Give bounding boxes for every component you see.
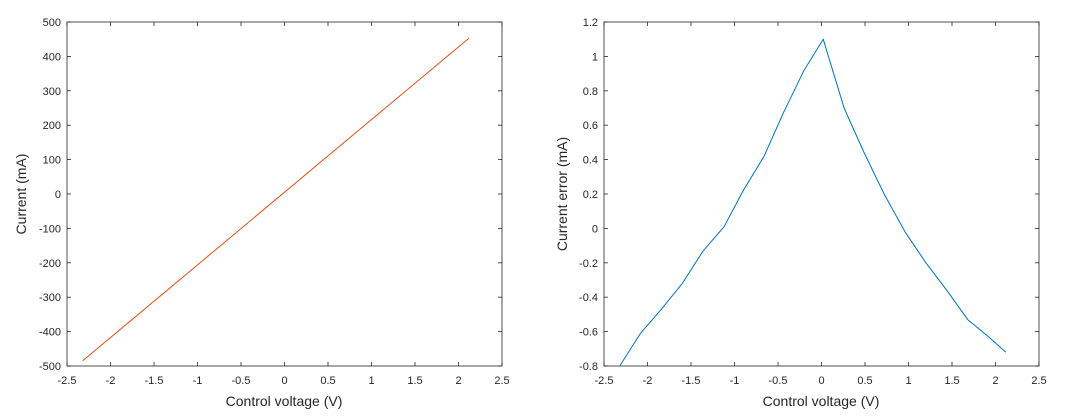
x-tick-label: 0	[818, 375, 824, 387]
y-tick-label: -0.4	[579, 292, 598, 304]
x-tick-label: 2	[992, 375, 998, 387]
y-axis-ticks: -0.8 -0.6 -0.4 -0.2 0 0.2 0.4 0.6 0.8 1 1.2	[579, 17, 1039, 373]
y-tick-label: -0.8	[579, 361, 598, 373]
y-axis-ticks: -500 -400 -300 -200 -100 0 100 200 300 400 500	[39, 17, 502, 373]
x-tick-label: -2	[106, 375, 116, 387]
y-tick-label: 1	[592, 51, 598, 63]
x-tick-label: 1	[905, 375, 911, 387]
y-tick-label: -0.2	[579, 258, 598, 270]
current-chart: -2.5 -2 -1.5 -1 -0.5 0 0.5 1 1.5 2 2.5 -500 -400 -30…	[13, 17, 510, 409]
y-tick-label: 0.6	[583, 120, 598, 132]
x-tick-label: -1	[730, 375, 740, 387]
x-tick-label: -1.5	[682, 375, 701, 387]
series-line	[619, 38, 1007, 367]
y-tick-label: 300	[43, 86, 61, 98]
y-tick-label: 0.2	[583, 189, 598, 201]
y-tick-label: 0	[55, 189, 61, 201]
y-tick-label: 0	[592, 223, 598, 235]
y-tick-label: 0.8	[583, 86, 598, 98]
x-tick-label: -2.5	[595, 375, 614, 387]
y-tick-label: -200	[39, 258, 61, 270]
x-tick-label: -1	[193, 375, 203, 387]
x-axis-ticks: -2.5 -2 -1.5 -1 -0.5 0 0.5 1 1.5 2 2.5	[595, 22, 1047, 387]
y-tick-label: -500	[39, 361, 61, 373]
series-group	[82, 37, 470, 362]
series-line	[82, 37, 470, 362]
y-tick-label: -400	[39, 327, 61, 339]
x-tick-label: 1	[368, 375, 374, 387]
y-tick-label: -100	[39, 223, 61, 235]
y-tick-label: 1.2	[583, 17, 598, 29]
x-axis-ticks: -2.5 -2 -1.5 -1 -0.5 0 0.5 1 1.5 2 2.5	[58, 22, 510, 387]
y-tick-label: 400	[43, 51, 61, 63]
x-tick-label: -2	[643, 375, 653, 387]
x-tick-label: 2.5	[1031, 375, 1046, 387]
series-group	[619, 38, 1007, 367]
x-tick-label: 0.5	[320, 375, 335, 387]
x-tick-label: 2.5	[494, 375, 509, 387]
y-tick-label: 0.4	[583, 155, 598, 167]
x-tick-label: -0.5	[769, 375, 788, 387]
x-tick-label: 0	[281, 375, 287, 387]
y-axis-label: Current error (mA)	[554, 137, 570, 251]
y-tick-label: 100	[43, 155, 61, 167]
x-axis-label: Control voltage (V)	[763, 393, 880, 409]
current-error-chart: -2.5 -2 -1.5 -1 -0.5 0 0.5 1 1.5 2 2.5 -0.8-0.6-0.…	[554, 17, 1047, 409]
x-tick-label: 0.5	[857, 375, 872, 387]
x-tick-label: -1.5	[145, 375, 164, 387]
y-tick-label: 500	[43, 17, 61, 29]
x-tick-label: 2	[455, 375, 461, 387]
x-tick-label: -0.5	[232, 375, 251, 387]
x-axis-label: Control voltage (V)	[226, 393, 343, 409]
y-axis-label: Current (mA)	[13, 154, 29, 235]
x-tick-label: 1.5	[407, 375, 422, 387]
x-tick-label: -2.5	[58, 375, 77, 387]
x-tick-label: 1.5	[944, 375, 959, 387]
y-tick-label: -300	[39, 292, 61, 304]
y-tick-label: -0.6	[579, 327, 598, 339]
y-tick-label: 200	[43, 120, 61, 132]
